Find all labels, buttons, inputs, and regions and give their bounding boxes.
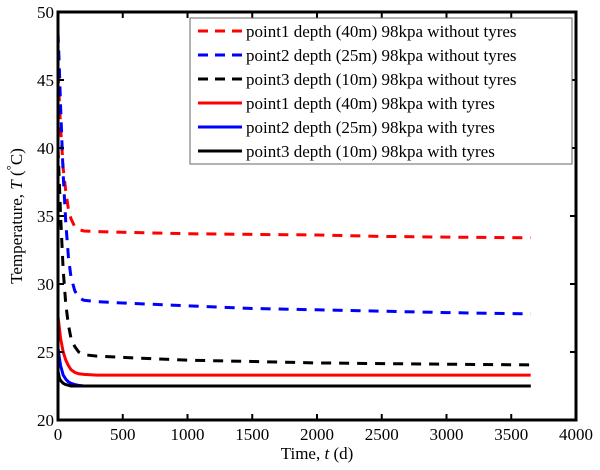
- y-axis-label-prefix: Temperature,: [7, 190, 26, 284]
- y-tick-label: 30: [37, 275, 54, 294]
- ticks-layer: 0 500 1000 1500 2000 2500 3000 3500 4000 20 25 30 35…: [37, 3, 593, 444]
- legend-label-3: point3 depth (10m) 98kpa without tyres: [246, 70, 517, 89]
- y-axis-label-suffix: (: [7, 170, 26, 180]
- legend-label-6: point3 depth (10m) 98kpa with tyres: [246, 142, 495, 161]
- y-tick-label: 50: [37, 3, 54, 22]
- x-tick-label: 1000: [171, 425, 205, 444]
- x-tick-label: 3500: [494, 425, 528, 444]
- x-tick-label: 0: [54, 425, 63, 444]
- x-axis-label-prefix: Time,: [281, 444, 325, 463]
- legend-label-5: point2 depth (25m) 98kpa with tyres: [246, 118, 495, 137]
- y-axis-label-degree: °: [3, 165, 18, 170]
- legend-label-4: point1 depth (40m) 98kpa with tyres: [246, 94, 495, 113]
- series-line-6: [56, 370, 531, 388]
- y-tick-label: 20: [37, 411, 54, 430]
- legend-box: [189, 17, 573, 165]
- series-layer: [56, 32, 531, 388]
- series-line-3: [56, 147, 531, 367]
- y-axis-label-var: T: [7, 179, 26, 190]
- x-tick-label: 2000: [300, 425, 334, 444]
- x-axis-label-var: t: [324, 444, 330, 463]
- x-tick-label: 2500: [365, 425, 399, 444]
- y-tick-label: 40: [37, 139, 54, 158]
- y-axis-label: Temperature, T (°C): [3, 148, 26, 284]
- series-line-4: [56, 316, 531, 377]
- x-tick-label: 500: [110, 425, 136, 444]
- y-tick-label: 35: [37, 207, 54, 226]
- y-axis-label-unit: C): [7, 148, 26, 165]
- legend: point1 depth (40m) 98kpa without tyres po…: [189, 17, 573, 165]
- x-axis-label-suffix: (d): [329, 444, 353, 463]
- x-tick-label: 1500: [235, 425, 269, 444]
- x-tick-label: 3000: [430, 425, 464, 444]
- series-line-5: [56, 347, 531, 388]
- y-tick-label: 45: [37, 71, 54, 90]
- x-tick-label: 4000: [559, 425, 593, 444]
- series-line-2: [56, 32, 531, 316]
- y-tick-label: 25: [37, 343, 54, 362]
- legend-label-2: point2 depth (25m) 98kpa without tyres: [246, 46, 517, 65]
- x-axis-label: Time, t (d): [281, 444, 354, 463]
- legend-label-1: point1 depth (40m) 98kpa without tyres: [246, 22, 517, 41]
